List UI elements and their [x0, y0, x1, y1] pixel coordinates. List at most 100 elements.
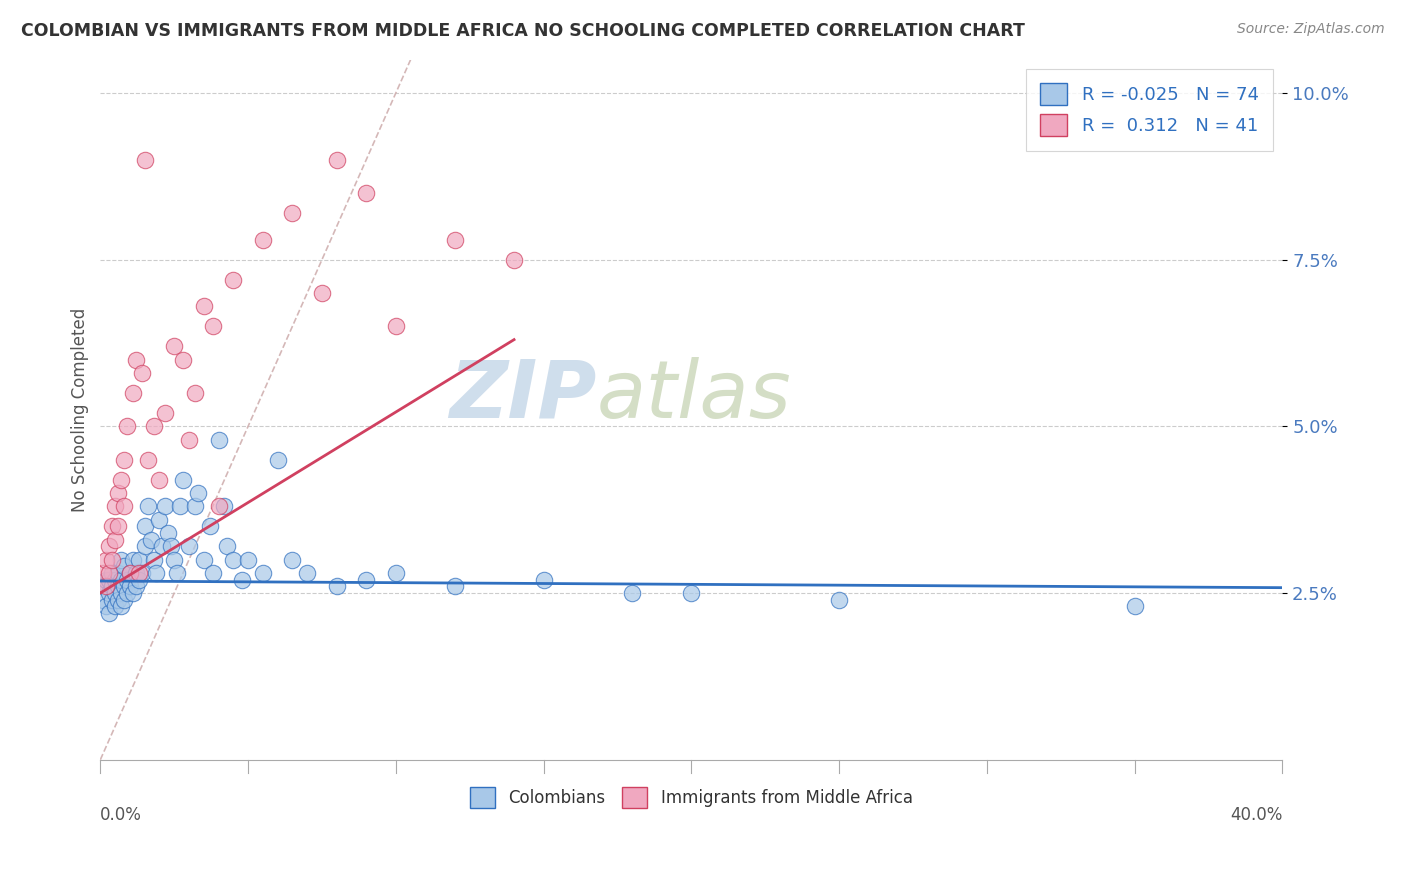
Point [112, 559, 135, 574]
Point [169, 500, 191, 514]
Point [148, 473, 170, 487]
Point [125, 352, 148, 367]
Point [101, 592, 124, 607]
Point [236, 552, 259, 566]
Point [101, 519, 124, 533]
Point [326, 153, 349, 167]
Point [207, 500, 229, 514]
Point [115, 573, 138, 587]
Point [172, 352, 194, 367]
Point [444, 579, 467, 593]
Point [177, 433, 200, 447]
Point [166, 566, 188, 580]
Point [145, 566, 167, 580]
Point [201, 566, 224, 580]
Point [91, 579, 114, 593]
Point [91, 566, 114, 580]
Y-axis label: No Schooling Completed: No Schooling Completed [72, 308, 89, 512]
Point [118, 579, 141, 593]
Point [136, 452, 159, 467]
Point [112, 592, 135, 607]
Text: COLOMBIAN VS IMMIGRANTS FROM MIDDLE AFRICA NO SCHOOLING COMPLETED CORRELATION CH: COLOMBIAN VS IMMIGRANTS FROM MIDDLE AFRI… [21, 22, 1025, 40]
Point [281, 206, 304, 220]
Text: 40.0%: 40.0% [1230, 806, 1282, 824]
Text: Source: ZipAtlas.com: Source: ZipAtlas.com [1237, 22, 1385, 37]
Point [98, 606, 121, 620]
Point [98, 586, 121, 600]
Point [107, 519, 129, 533]
Point [96, 579, 118, 593]
Point [503, 252, 526, 267]
Point [96, 599, 118, 614]
Point [142, 419, 165, 434]
Point [187, 486, 209, 500]
Point [118, 566, 141, 580]
Point [110, 552, 132, 566]
Point [621, 586, 644, 600]
Point [444, 233, 467, 247]
Point [96, 573, 118, 587]
Point [121, 386, 143, 401]
Point [177, 539, 200, 553]
Text: 0.0%: 0.0% [100, 806, 142, 824]
Text: ZIP: ZIP [450, 357, 596, 434]
Point [295, 566, 318, 580]
Point [681, 586, 703, 600]
Point [118, 566, 141, 580]
Point [131, 366, 153, 380]
Point [110, 586, 132, 600]
Point [134, 153, 156, 167]
Point [104, 573, 127, 587]
Point [112, 452, 135, 467]
Point [184, 386, 207, 401]
Point [115, 586, 138, 600]
Point [155, 406, 177, 420]
Legend: Colombians, Immigrants from Middle Africa: Colombians, Immigrants from Middle Afric… [464, 780, 920, 814]
Point [110, 573, 132, 587]
Point [231, 573, 253, 587]
Point [96, 552, 118, 566]
Text: atlas: atlas [596, 357, 792, 434]
Point [222, 552, 245, 566]
Point [125, 566, 148, 580]
Point [142, 552, 165, 566]
Point [152, 539, 174, 553]
Point [98, 539, 121, 553]
Point [110, 599, 132, 614]
Point [356, 186, 378, 200]
Point [198, 519, 221, 533]
Point [104, 533, 127, 547]
Point [104, 599, 127, 614]
Point [207, 433, 229, 447]
Point [148, 513, 170, 527]
Point [98, 566, 121, 580]
Point [163, 552, 186, 566]
Point [533, 573, 555, 587]
Point [101, 552, 124, 566]
Point [222, 272, 245, 286]
Point [128, 573, 150, 587]
Point [136, 500, 159, 514]
Point [134, 519, 156, 533]
Point [107, 486, 129, 500]
Point [201, 319, 224, 334]
Point [121, 552, 143, 566]
Point [160, 539, 183, 553]
Point [104, 586, 127, 600]
Point [107, 592, 129, 607]
Point [134, 539, 156, 553]
Point [184, 500, 207, 514]
Point [172, 473, 194, 487]
Point [193, 552, 215, 566]
Point [110, 473, 132, 487]
Point [326, 579, 349, 593]
Point [115, 419, 138, 434]
Point [128, 566, 150, 580]
Point [157, 526, 180, 541]
Point [214, 500, 236, 514]
Point [828, 592, 851, 607]
Point [385, 319, 408, 334]
Point [101, 566, 124, 580]
Point [101, 579, 124, 593]
Point [121, 586, 143, 600]
